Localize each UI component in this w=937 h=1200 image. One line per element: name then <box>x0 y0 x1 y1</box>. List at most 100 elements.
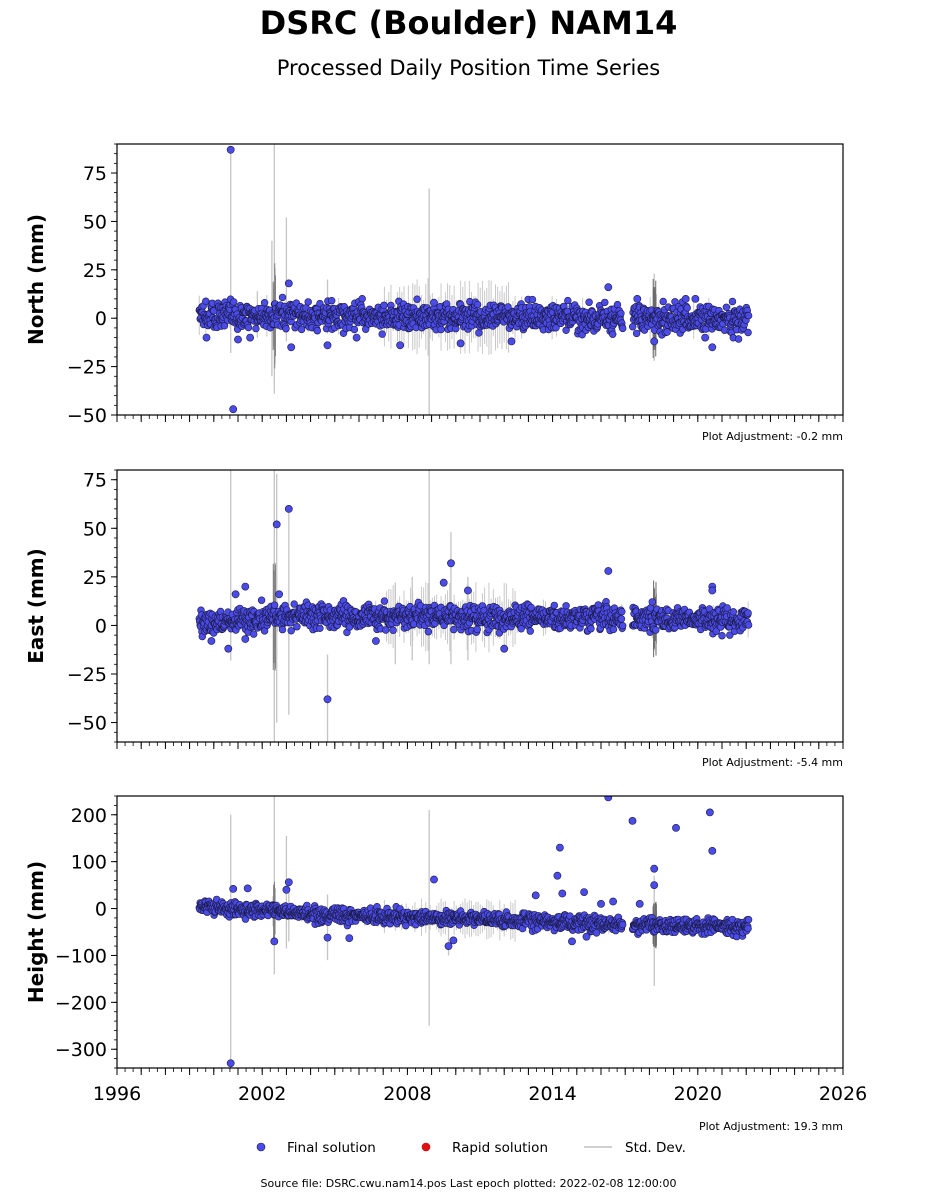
data-point <box>437 325 445 334</box>
outlier-point <box>580 888 588 896</box>
final-solution-points <box>195 796 753 1068</box>
data-point <box>618 621 627 630</box>
outlier-point <box>444 942 453 950</box>
outlier-point <box>650 881 659 889</box>
data-point <box>413 295 421 303</box>
outlier-point <box>345 934 354 942</box>
data-point <box>683 304 691 312</box>
data-point <box>744 915 753 924</box>
y-tick-label: −200 <box>55 992 107 1014</box>
panel-0: −50 −25 0 25 50 75 North (mm) Plot Adjustment: … <box>24 143 844 443</box>
data-point <box>552 324 560 332</box>
y-axis: −300 −200 −100 0 100 200 <box>55 795 117 1069</box>
outlier-point <box>531 891 540 900</box>
data-point <box>244 323 253 332</box>
x-tick-label: 2002 <box>238 1083 286 1105</box>
y-tick-label: −50 <box>67 713 107 735</box>
data-point <box>304 298 312 306</box>
data-point <box>564 296 572 305</box>
data-point <box>592 929 601 937</box>
y-tick-label: 25 <box>83 260 107 282</box>
x-tick-label: 2014 <box>528 1083 576 1105</box>
stddev-lines <box>198 144 740 415</box>
data-point <box>380 597 389 605</box>
outlier-point <box>287 343 296 352</box>
legend-label: Final solution <box>287 1140 376 1156</box>
data-point <box>290 600 298 608</box>
outlier-point <box>243 884 252 893</box>
outlier-point <box>202 333 211 342</box>
legend-marker <box>256 1142 266 1152</box>
data-point <box>473 625 481 634</box>
outlier-point <box>226 145 235 154</box>
y-axis-label: Height (mm) <box>24 861 48 1003</box>
outlier-point <box>275 590 283 599</box>
legend: Final solution Rapid solution Std. Dev. <box>256 1140 686 1156</box>
data-point <box>297 325 306 334</box>
data-point <box>652 626 660 634</box>
y-axis: −50 −25 0 25 50 75 <box>67 143 117 427</box>
data-point <box>618 607 626 616</box>
outlier-point <box>582 932 591 941</box>
y-tick-label: 25 <box>83 567 107 589</box>
outlier-point <box>282 885 291 894</box>
y-axis-label: North (mm) <box>24 214 48 345</box>
axes-frame <box>116 143 844 416</box>
y-tick-label: −25 <box>67 357 107 379</box>
outlier-point <box>226 1059 235 1068</box>
data-point <box>608 330 617 338</box>
data-point <box>594 601 602 609</box>
chart-subtitle: Processed Daily Position Time Series <box>276 56 661 80</box>
outlier-point <box>553 871 562 880</box>
outlier-point <box>241 635 250 643</box>
data-point <box>728 297 737 306</box>
data-point <box>316 624 324 632</box>
outlier-point <box>396 341 404 350</box>
data-point <box>659 297 667 306</box>
data-point <box>628 323 637 331</box>
outlier-point <box>558 889 567 898</box>
data-point <box>744 328 752 337</box>
x-axis <box>116 415 844 422</box>
data-point <box>528 295 537 304</box>
data-point <box>252 324 260 333</box>
data-point <box>718 631 726 640</box>
y-tick-label: −100 <box>55 945 107 967</box>
outlier-point <box>323 341 332 350</box>
data-point <box>744 609 752 617</box>
y-tick-label: 50 <box>83 518 107 540</box>
data-point <box>562 602 570 610</box>
data-point <box>287 627 295 635</box>
plot-area <box>195 470 753 742</box>
outlier-point <box>672 824 680 832</box>
outlier-point <box>272 520 281 529</box>
outlier-point <box>371 637 380 645</box>
outlier-point <box>207 637 216 645</box>
outlier-point <box>708 586 717 595</box>
data-point <box>723 604 731 612</box>
x-tick-label: 2026 <box>819 1083 867 1105</box>
data-point <box>585 298 593 306</box>
outlier-point <box>449 936 458 945</box>
data-point <box>380 301 388 309</box>
outlier-point <box>241 582 250 591</box>
outlier-point <box>270 937 279 946</box>
outlier-point <box>284 504 293 513</box>
outlier-point <box>556 843 564 852</box>
outlier-point <box>246 333 254 342</box>
y-tick-label: 75 <box>83 470 107 492</box>
outlier-point <box>568 937 576 946</box>
outlier-point <box>633 294 642 303</box>
legend-marker <box>421 1142 431 1152</box>
data-point <box>358 295 366 303</box>
source-footer: Source file: DSRC.cwu.nam14.pos Last epo… <box>260 1177 677 1190</box>
y-tick-label: 200 <box>71 805 107 827</box>
data-point <box>527 603 535 612</box>
outlier-point <box>456 339 465 348</box>
outlier-point <box>604 796 613 802</box>
y-tick-label: 0 <box>95 615 107 637</box>
data-point <box>473 300 482 309</box>
data-point <box>475 329 483 337</box>
data-point <box>671 298 679 306</box>
panel-2: −300 −200 −100 0 100 200 Height (mm) 1996 2002 20… <box>24 795 867 1133</box>
